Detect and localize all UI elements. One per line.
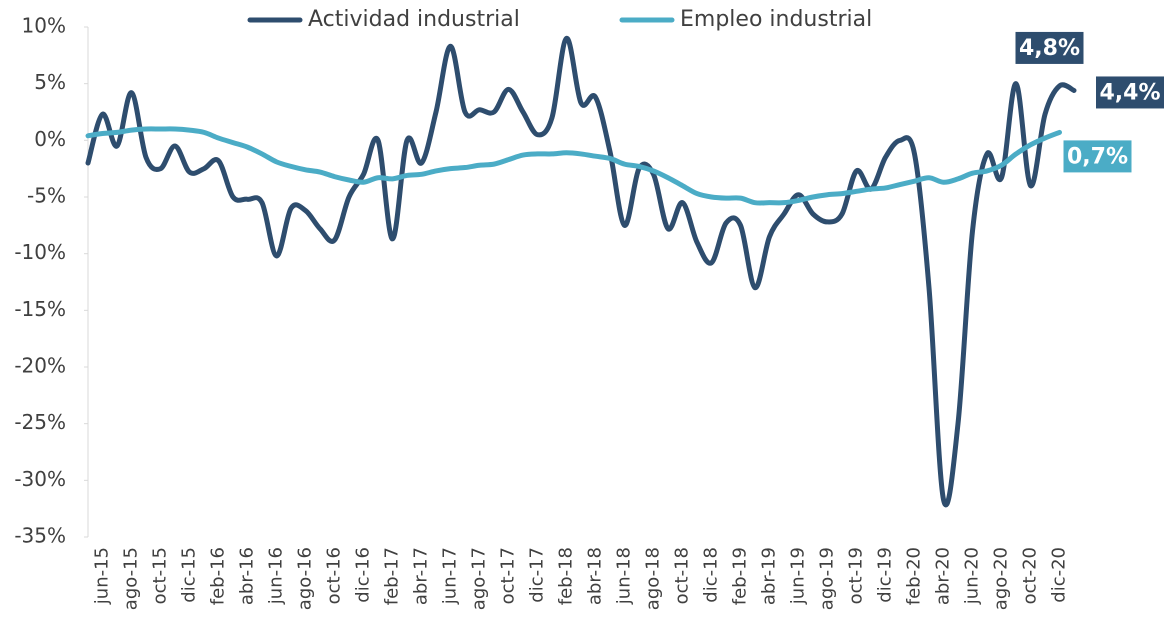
- x-tick-label: abr-20: [933, 547, 954, 605]
- data-label: 4,8%: [1019, 36, 1080, 61]
- data-label-box: [1015, 31, 1084, 64]
- x-tick-label: ago-16: [295, 547, 316, 610]
- x-tick-label: jun-16: [266, 547, 287, 605]
- x-tick-label: dic-19: [875, 547, 896, 603]
- x-tick-label: feb-18: [556, 547, 577, 605]
- x-tick-label: ago-17: [469, 547, 490, 610]
- y-tick-label: -35%: [14, 524, 66, 548]
- x-tick-label: feb-20: [904, 547, 925, 605]
- data-label-box: [1063, 140, 1132, 173]
- x-tick-label: jun-15: [92, 547, 113, 605]
- y-tick-label: -10%: [14, 240, 66, 264]
- legend-label: Empleo industrial: [680, 7, 872, 32]
- x-tick-label: dic-20: [1049, 547, 1070, 603]
- legend-label: Actividad industrial: [308, 7, 520, 32]
- x-tick-label: jun-20: [962, 547, 983, 605]
- x-tick-label: oct-19: [846, 547, 867, 604]
- x-tick-label: ago-18: [643, 547, 664, 610]
- y-tick-label: -5%: [27, 184, 66, 208]
- x-tick-label: abr-16: [237, 547, 258, 605]
- y-tick-label: 5%: [34, 70, 66, 94]
- x-tick-label: feb-16: [208, 547, 229, 605]
- x-tick-label: dic-17: [527, 547, 548, 603]
- series-line: [85, 35, 1077, 508]
- y-tick-label: -25%: [14, 410, 66, 434]
- x-tick-label: abr-18: [585, 547, 606, 605]
- data-label: 0,7%: [1067, 144, 1128, 169]
- y-tick-label: 0%: [34, 127, 66, 151]
- x-tick-label: ago-20: [991, 547, 1012, 610]
- x-tick-label: oct-18: [672, 547, 693, 604]
- x-tick-label: ago-15: [121, 547, 142, 610]
- x-tick-label: feb-19: [730, 547, 751, 605]
- series-line: [85, 126, 1062, 206]
- x-tick-label: feb-17: [382, 547, 403, 605]
- x-tick-label: abr-17: [411, 547, 432, 605]
- x-tick-label: abr-19: [759, 547, 780, 605]
- x-tick-label: jun-17: [440, 547, 461, 605]
- x-tick-label: oct-16: [324, 547, 345, 604]
- x-tick-label: oct-20: [1020, 547, 1041, 604]
- x-tick-label: oct-15: [150, 547, 171, 604]
- x-tick-label: dic-18: [701, 547, 722, 603]
- data-label-box: [1096, 76, 1164, 109]
- x-tick-label: jun-18: [614, 547, 635, 605]
- x-tick-label: dic-16: [353, 547, 374, 603]
- y-tick-label: 10%: [22, 14, 66, 38]
- x-tick-label: jun-19: [788, 547, 809, 605]
- y-tick-label: -15%: [14, 297, 66, 321]
- x-tick-label: ago-19: [817, 547, 838, 610]
- y-tick-label: -30%: [14, 467, 66, 491]
- data-label: 4,4%: [1099, 80, 1160, 105]
- y-tick-label: -20%: [14, 354, 66, 378]
- x-tick-label: dic-15: [179, 547, 200, 603]
- x-tick-label: oct-17: [498, 547, 519, 604]
